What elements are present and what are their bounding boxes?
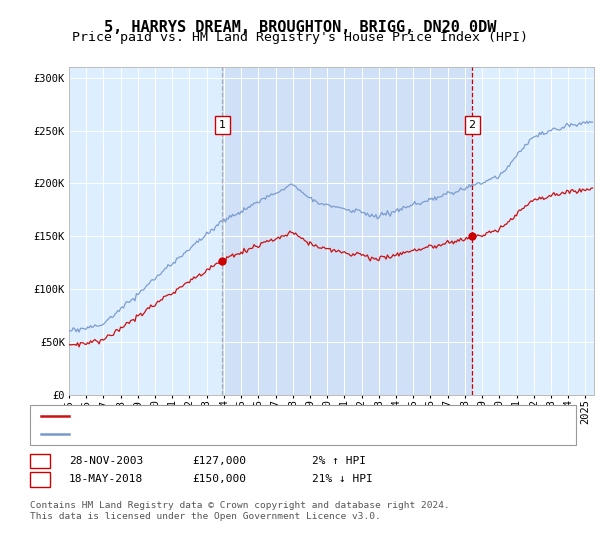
Text: 2% ↑ HPI: 2% ↑ HPI bbox=[312, 456, 366, 466]
Text: 1: 1 bbox=[37, 456, 43, 466]
Text: 5, HARRYS DREAM, BROUGHTON, BRIGG, DN20 0DW (detached house): 5, HARRYS DREAM, BROUGHTON, BRIGG, DN20 … bbox=[73, 411, 448, 421]
Text: 2: 2 bbox=[37, 474, 43, 484]
Text: £150,000: £150,000 bbox=[192, 474, 246, 484]
Text: £127,000: £127,000 bbox=[192, 456, 246, 466]
Bar bbox=[223, 67, 472, 395]
Text: 5, HARRYS DREAM, BROUGHTON, BRIGG, DN20 0DW: 5, HARRYS DREAM, BROUGHTON, BRIGG, DN20 … bbox=[104, 20, 496, 35]
Text: HPI: Average price, detached house, North Lincolnshire: HPI: Average price, detached house, Nort… bbox=[73, 429, 410, 439]
Text: Price paid vs. HM Land Registry's House Price Index (HPI): Price paid vs. HM Land Registry's House … bbox=[72, 31, 528, 44]
Text: 2: 2 bbox=[469, 120, 476, 130]
Text: 21% ↓ HPI: 21% ↓ HPI bbox=[312, 474, 373, 484]
Text: Contains HM Land Registry data © Crown copyright and database right 2024.
This d: Contains HM Land Registry data © Crown c… bbox=[30, 501, 450, 521]
Text: 28-NOV-2003: 28-NOV-2003 bbox=[69, 456, 143, 466]
Text: 1: 1 bbox=[219, 120, 226, 130]
Text: 18-MAY-2018: 18-MAY-2018 bbox=[69, 474, 143, 484]
